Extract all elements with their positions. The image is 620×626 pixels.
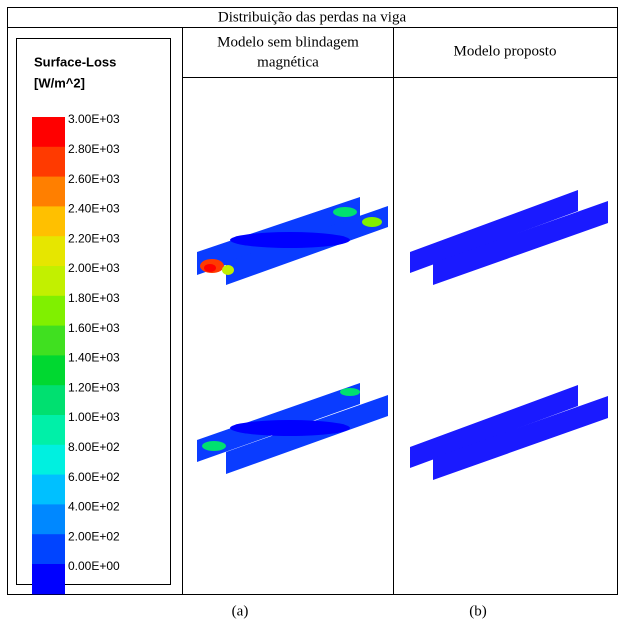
column-header: Modelo sem blindagem <box>217 34 359 50</box>
caption: (a) <box>232 603 249 619</box>
legend-swatch <box>32 236 65 266</box>
legend-label: 2.40E+03 <box>68 202 120 216</box>
legend-label: 2.00E+03 <box>68 261 120 275</box>
legend-swatch <box>32 117 65 147</box>
figure: Distribuição das perdas na viga Surface-… <box>0 0 620 626</box>
legend-swatch <box>32 534 65 564</box>
legend-label: 1.20E+03 <box>68 380 120 394</box>
legend-label: 2.80E+03 <box>68 142 120 156</box>
legend-title: Surface-Loss <box>34 54 116 69</box>
legend-swatch <box>32 266 65 296</box>
legend-label: 1.40E+03 <box>68 351 120 365</box>
legend-label: 8.00E+02 <box>68 440 120 454</box>
legend-label: 0.00E+00 <box>68 559 120 573</box>
legend-unit: [W/m^2] <box>34 75 85 90</box>
legend-label: 1.60E+03 <box>68 321 120 335</box>
legend-swatch <box>32 504 65 534</box>
legend-swatch <box>32 415 65 445</box>
legend-label: 2.00E+02 <box>68 529 120 543</box>
caption: (b) <box>469 603 487 619</box>
legend-swatch <box>32 385 65 415</box>
legend-label: 6.00E+02 <box>68 470 120 484</box>
legend-swatch <box>32 147 65 177</box>
column-header: Modelo proposto <box>454 43 557 59</box>
legend-label: 2.60E+03 <box>68 172 120 186</box>
figure-title: Distribuição das perdas na viga <box>218 9 407 25</box>
legend-swatch <box>32 355 65 385</box>
legend-swatch <box>32 206 65 236</box>
legend-swatch <box>32 475 65 505</box>
legend-swatch <box>32 445 65 475</box>
legend-label: 3.00E+03 <box>68 112 120 126</box>
legend-swatch <box>32 564 65 594</box>
legend-swatch <box>32 296 65 326</box>
legend-label: 1.00E+03 <box>68 410 120 424</box>
legend-label: 4.00E+02 <box>68 500 120 514</box>
legend-label: 1.80E+03 <box>68 291 120 305</box>
column-header: magnética <box>257 54 319 70</box>
legend-swatch <box>32 326 65 356</box>
legend-swatch <box>32 177 65 207</box>
legend-label: 2.20E+03 <box>68 231 120 245</box>
